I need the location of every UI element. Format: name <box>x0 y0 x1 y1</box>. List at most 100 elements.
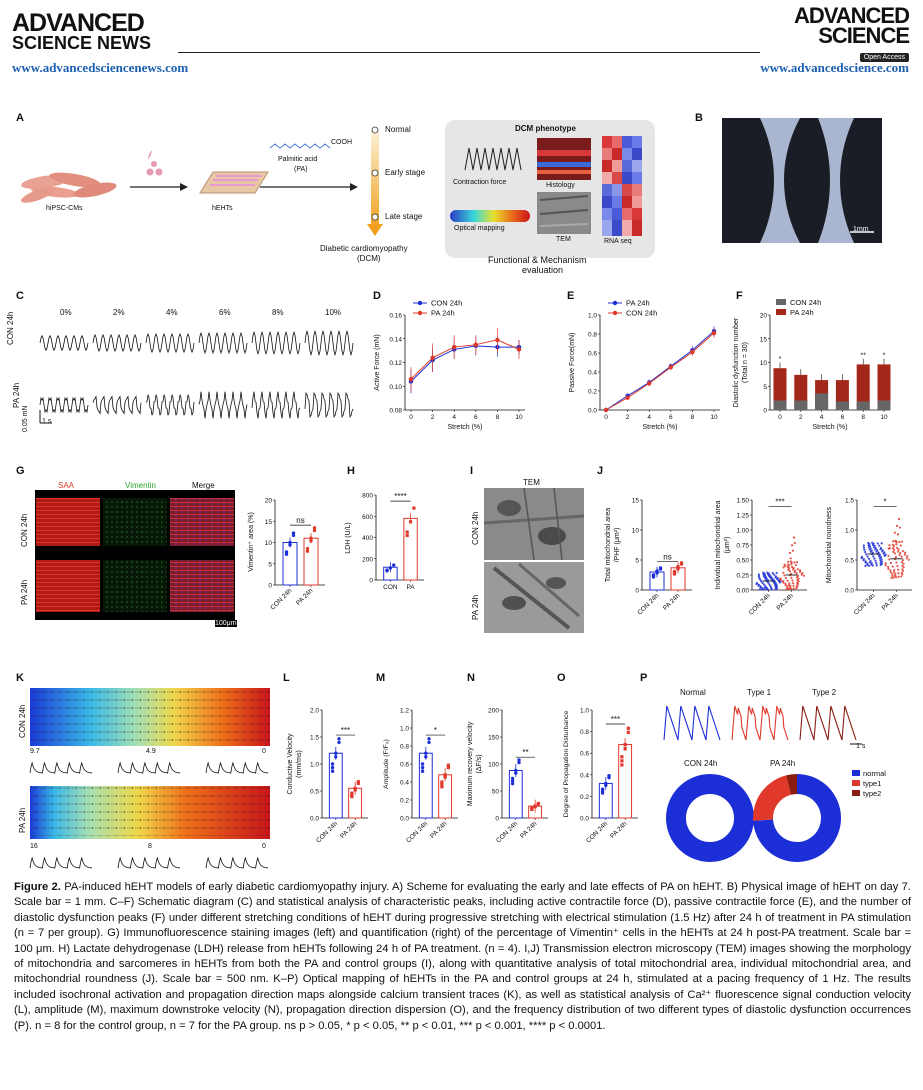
x-tick-label: 0 <box>604 414 608 421</box>
data-point <box>305 549 310 553</box>
data-point <box>891 547 895 550</box>
data-point <box>288 543 292 547</box>
panel-k-con-tick-1: 9.7 <box>30 748 40 755</box>
data-point <box>440 782 444 786</box>
open-access-badge: Open Access <box>859 53 909 62</box>
data-point <box>864 551 867 554</box>
label-hipsc: hiPSC-CMs <box>46 205 83 212</box>
x-tick-label: 6 <box>669 414 673 421</box>
panel-g-images <box>35 490 235 620</box>
stretch-label: 10% <box>325 308 342 317</box>
x-tick-label: CON 24h <box>636 592 660 616</box>
y-axis-label-1: Diastolic dysfunction number <box>733 317 740 407</box>
data-point <box>905 557 908 560</box>
data-point <box>755 582 758 586</box>
data-point <box>536 801 540 806</box>
label-rnaseq: RNA seq <box>604 238 632 245</box>
legend-label: PA 24h <box>626 299 650 308</box>
data-point <box>782 581 785 584</box>
data-point <box>452 344 457 350</box>
data-point <box>510 776 515 781</box>
y-axis-label: Mitochondrial roundness <box>826 506 833 583</box>
data-point <box>901 559 905 562</box>
x-tick-label: 6 <box>474 414 478 421</box>
data-point <box>895 561 898 564</box>
data-point <box>757 584 760 587</box>
y-tick-label: 0.0 <box>400 816 409 823</box>
bar-pa <box>877 364 891 410</box>
x-tick-label: 8 <box>496 414 500 421</box>
y-tick-label: 800 <box>362 493 373 500</box>
data-point <box>891 572 894 576</box>
x-tick-label: PA 24h <box>429 820 449 840</box>
data-point <box>672 569 677 574</box>
data-point <box>862 544 865 547</box>
y-tick-label: 15 <box>632 498 640 505</box>
data-point <box>495 337 500 343</box>
data-point <box>894 539 897 542</box>
x-tick-label: CON 24h <box>495 820 519 844</box>
data-point <box>897 517 901 521</box>
p-label-type1: Type 1 <box>747 688 772 697</box>
panel-h-letter: H <box>347 465 355 477</box>
data-point <box>408 520 413 524</box>
data-point <box>350 791 354 795</box>
series-line <box>605 330 715 411</box>
data-point <box>788 569 792 573</box>
url-right[interactable]: www.advancedscience.com <box>760 60 909 75</box>
data-point <box>759 586 762 589</box>
data-point <box>871 541 874 544</box>
data-point <box>796 581 799 584</box>
data-point <box>791 549 794 552</box>
x-tick-label: PA 24h <box>609 820 629 840</box>
data-point <box>875 550 878 553</box>
y-tick-label: 0.0 <box>310 816 319 823</box>
data-point <box>868 548 871 551</box>
data-point <box>875 564 878 567</box>
data-point <box>792 568 795 571</box>
donut-slice <box>786 774 797 795</box>
url-left[interactable]: www.advancedsciencenews.com <box>12 60 189 75</box>
y-tick-label: 100 <box>488 762 499 769</box>
data-point <box>420 765 425 770</box>
bar-con <box>815 393 829 410</box>
data-point <box>891 543 895 546</box>
data-point <box>786 586 789 590</box>
panel-i-images <box>483 487 585 633</box>
data-point <box>600 787 605 791</box>
chart-h: 0 200 400 600 800 CON PA **** LDH (U/L) <box>345 492 424 591</box>
y-axis-label: Amplitude (F/F₀) <box>383 739 390 789</box>
data-point <box>774 584 777 588</box>
data-point <box>894 574 897 577</box>
data-point <box>889 561 893 565</box>
data-point <box>904 551 907 554</box>
data-point <box>655 569 659 573</box>
x-tick-label: CON 24h <box>585 820 609 844</box>
x-tick-label: 4 <box>452 414 456 421</box>
x-tick-label: PA 24h <box>776 592 796 612</box>
y-axis-label: Vimentin⁺ area (%) <box>248 512 255 572</box>
data-point <box>897 572 900 575</box>
data-point <box>533 804 537 808</box>
data-point <box>446 763 450 767</box>
x-tick-label: CON 24h <box>269 587 293 611</box>
data-point <box>790 565 794 568</box>
data-point <box>796 568 799 571</box>
data-point <box>887 554 890 557</box>
stretch-label: 0% <box>60 308 72 317</box>
data-point <box>353 786 357 790</box>
y-tick-label: 0.0 <box>845 588 854 595</box>
x-tick-label: 10 <box>710 414 718 421</box>
legend-marker <box>417 300 423 306</box>
panel-a-letter: A <box>16 112 24 124</box>
panel-k-pa-tick-3: 0 <box>262 843 266 850</box>
panel-f-letter: F <box>736 290 743 302</box>
data-point <box>889 571 892 574</box>
data-point <box>795 576 799 579</box>
data-point <box>879 563 882 567</box>
data-point <box>790 563 793 566</box>
y-tick-label: 0.50 <box>736 558 749 565</box>
data-point <box>288 540 292 545</box>
sig-marker: ** <box>860 352 866 359</box>
data-point <box>792 536 796 539</box>
